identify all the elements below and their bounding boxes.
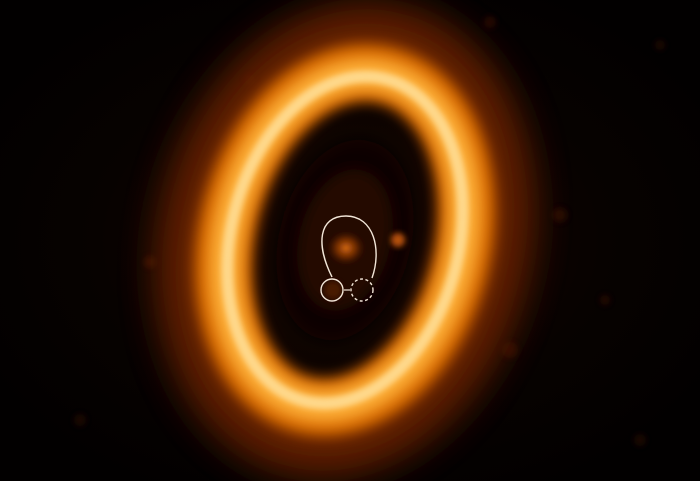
outer-halo — [156, 2, 534, 478]
planet-marker-solid — [320, 278, 344, 302]
planet-marker-dashed — [350, 278, 374, 302]
protoplanetary-disk — [156, 2, 534, 478]
orbit-outline — [321, 215, 377, 279]
central-star-emission — [326, 230, 366, 266]
dust-ring-core — [221, 70, 469, 410]
orbit-annotation — [320, 215, 377, 302]
companion-emission — [324, 281, 342, 299]
emission-knot — [391, 233, 405, 247]
